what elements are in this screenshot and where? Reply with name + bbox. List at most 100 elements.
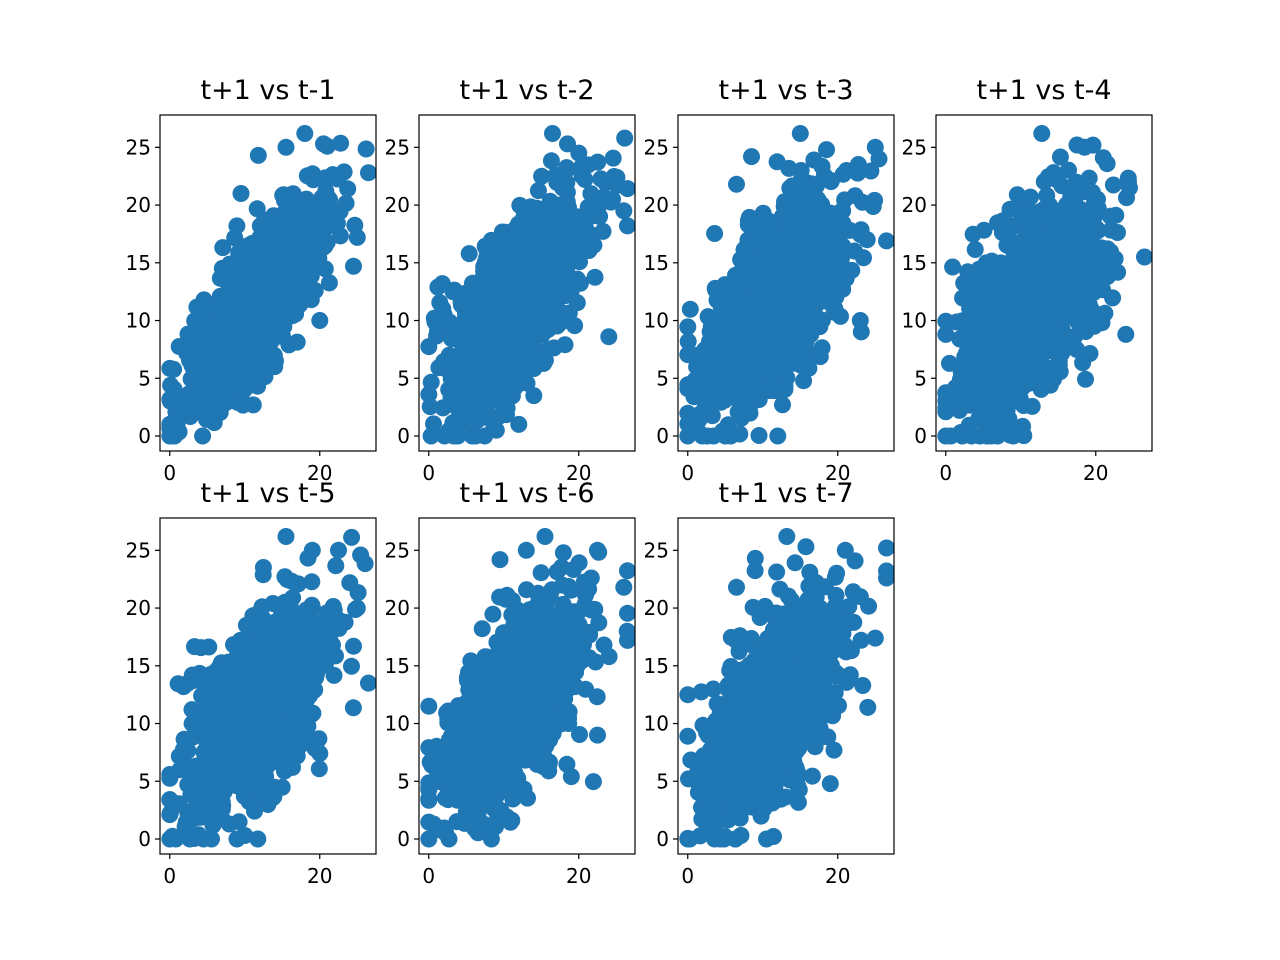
y-tick-label: 0 [138, 424, 151, 448]
scatter-point [348, 228, 366, 246]
axes-frame [418, 114, 636, 452]
y-tick-label: 5 [397, 366, 410, 390]
scatter-point [304, 171, 322, 189]
scatter-point [201, 406, 219, 424]
scatter-point [789, 241, 807, 259]
scatter-point [805, 151, 823, 169]
scatter-point [487, 421, 505, 439]
scatter-point [467, 427, 485, 445]
y-tick-label: 10 [644, 309, 669, 333]
axes-frame [935, 114, 1153, 452]
scatter-point [1076, 138, 1093, 156]
scatter-point [431, 294, 449, 312]
scatter-point [542, 152, 560, 170]
scatter-point [546, 199, 564, 217]
subplot-title: t+1 vs t-2 [459, 75, 594, 106]
scatter-point [767, 306, 785, 324]
scatter-point [290, 192, 308, 210]
scatter-points [679, 125, 894, 445]
scatter-point [500, 248, 518, 266]
scatter-point [849, 164, 867, 182]
scatter-point [323, 167, 341, 185]
scatter-point [706, 366, 724, 384]
scatter-point [1068, 312, 1086, 330]
scatter-point [488, 266, 506, 284]
scatter-point [1033, 125, 1051, 142]
scatter-point [544, 125, 561, 142]
scatter-point [276, 215, 294, 233]
scatter-point [276, 186, 293, 204]
scatter-point [284, 273, 302, 291]
scatter-point [503, 339, 521, 357]
scatter-point [740, 370, 758, 388]
y-tick-label: 25 [385, 135, 410, 159]
scatter-point [784, 300, 801, 318]
scatter-point [524, 334, 542, 352]
scatter-point [616, 129, 634, 147]
scatter-point [679, 404, 697, 422]
scatter-point [1081, 345, 1099, 362]
scatter-point [1093, 314, 1111, 332]
scatter-point [467, 388, 485, 406]
scatter-point [937, 312, 955, 330]
scatter-point [184, 728, 202, 746]
scatter-point [822, 283, 840, 301]
scatter-point [318, 233, 336, 251]
x-tick-label: 20 [566, 461, 591, 485]
scatter-point [828, 257, 846, 274]
scatter-point [1109, 263, 1127, 281]
scatter-point [791, 125, 809, 142]
scatter-point [577, 220, 595, 238]
scatter-point [165, 360, 183, 378]
scatter-point [1018, 325, 1036, 342]
scatter-point [161, 804, 179, 822]
scatter-point [604, 149, 622, 167]
scatter-point [306, 217, 324, 235]
scatter-point [1047, 325, 1064, 343]
scatter-point [527, 294, 545, 312]
scatter-point [421, 398, 439, 416]
scatter-point [562, 282, 580, 300]
scatter-point [498, 399, 516, 417]
scatter-point [719, 313, 737, 331]
scatter-point [760, 275, 778, 293]
scatter-point [780, 159, 798, 177]
scatter-point [318, 137, 336, 155]
scatter-point [343, 528, 361, 546]
y-tick-label: 0 [397, 424, 410, 448]
scatter-point [250, 658, 268, 676]
scatter-point [429, 322, 446, 340]
y-tick-label: 20 [385, 193, 410, 217]
scatter-point [472, 353, 490, 371]
scatter-point [1033, 273, 1051, 291]
scatter-point [592, 170, 610, 188]
scatter-point [1005, 299, 1023, 316]
scatter-point [183, 672, 200, 690]
scatter-point [719, 416, 737, 434]
scatter-point [594, 222, 612, 240]
scatter-point [795, 372, 813, 390]
x-tick-label: 0 [681, 461, 694, 485]
scatter-point [185, 360, 202, 378]
scatter-point [226, 229, 244, 247]
scatter-point [260, 338, 278, 356]
scatter-point [422, 427, 440, 445]
x-tick-label: 20 [1083, 461, 1108, 485]
scatter-point [1075, 181, 1093, 198]
scatter-point [444, 350, 462, 368]
scatter-point [263, 265, 281, 283]
scatter-point [1117, 325, 1135, 343]
scatter-point [776, 319, 794, 336]
scatter-point [983, 396, 1001, 414]
scatter-point [943, 393, 960, 411]
scatter-point [449, 427, 467, 445]
scatter-point [243, 297, 261, 315]
scatter-point [320, 274, 338, 292]
scatter-point [1104, 176, 1122, 194]
scatter-point [534, 261, 552, 279]
scatter-point [240, 243, 258, 261]
scatter-point [339, 180, 357, 198]
scatter-point [582, 185, 600, 203]
scatter-point [1059, 257, 1077, 275]
